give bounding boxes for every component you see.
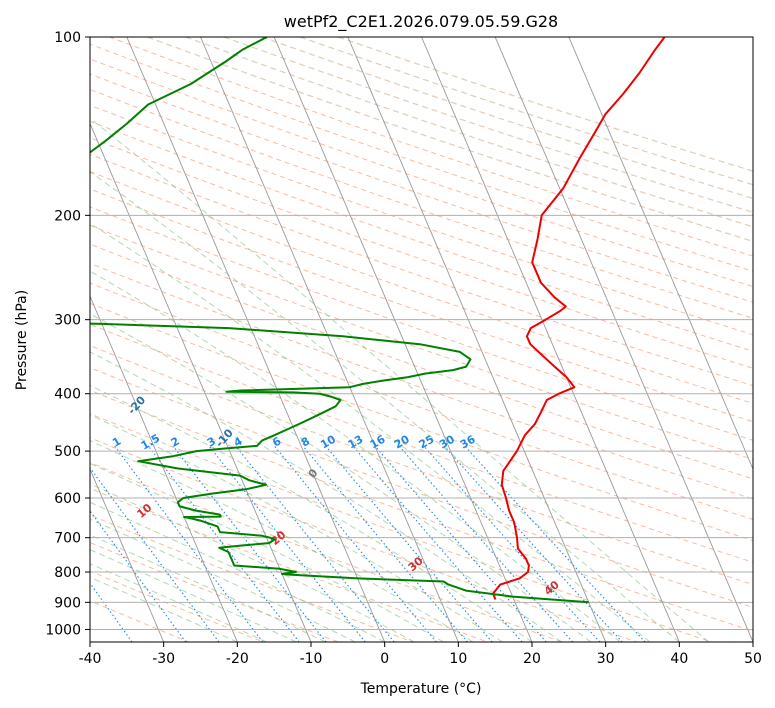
mixing-ratio-line — [114, 445, 264, 642]
dry-adiabat-line — [90, 88, 753, 319]
y-tick-label: 500 — [54, 444, 81, 460]
moist-adiabat-line — [90, 549, 297, 642]
dry-adiabat-line — [90, 224, 753, 460]
dry-adiabat-line — [90, 243, 753, 480]
mixing-ratio-line — [443, 445, 623, 642]
isotherm-line — [347, 37, 607, 642]
x-tick-label: -10 — [300, 651, 323, 667]
dry-adiabat-line — [90, 487, 488, 642]
isotherm-line — [421, 37, 680, 642]
x-axis-label: Temperature (°C) — [360, 681, 482, 697]
y-tick-label: 300 — [54, 313, 81, 329]
y-tick-label: 1000 — [45, 622, 81, 638]
isotherm-line — [494, 37, 753, 642]
x-tick-label: 20 — [523, 651, 541, 667]
mixing-ratio-line — [90, 466, 220, 642]
x-tick-label: 40 — [670, 651, 688, 667]
mixing-ratio-line — [302, 445, 468, 642]
moist-adiabat-line — [90, 351, 562, 642]
plot-frame — [89, 36, 754, 643]
dry-adiabat-line — [90, 206, 753, 441]
dry-adiabats — [90, 37, 753, 642]
dry-adiabat-line — [90, 73, 753, 303]
mixing-ratio-line — [464, 445, 646, 642]
mixing-ratio-line — [374, 445, 547, 642]
y-tick-label: 400 — [54, 387, 81, 403]
plot-background — [90, 37, 753, 642]
moist-adiabat-line — [90, 501, 385, 642]
x-tick-label: -40 — [79, 651, 102, 667]
y-tick-label: 600 — [54, 491, 81, 507]
isotherm-label: -30 — [37, 359, 60, 383]
isotherm-line — [90, 295, 238, 642]
isotherm-line — [568, 37, 753, 471]
dewpoint-profile-line — [90, 37, 589, 604]
dry-adiabat-line — [90, 389, 753, 632]
x-tick-label: 0 — [380, 651, 389, 667]
y-axis-label: Pressure (hPa) — [14, 290, 30, 390]
x-tick-label: 50 — [744, 651, 762, 667]
isotherm-line — [200, 37, 459, 642]
dry-adiabat-line — [90, 413, 712, 642]
profiles — [90, 37, 666, 604]
y-tick-label: 800 — [54, 565, 81, 581]
y-axis-ticks: 100 200 300 400 500 600 700 800 900 1000 — [45, 30, 90, 638]
dry-adiabat-line — [90, 153, 753, 387]
dry-adiabat-line — [90, 437, 638, 642]
moist-adiabat-line — [90, 171, 680, 642]
mixing-ratio-line — [273, 445, 437, 642]
y-tick-label: 700 — [54, 531, 81, 547]
mixing-ratio-line — [90, 582, 133, 642]
x-tick-label: -20 — [226, 651, 249, 667]
mixing-ratio-line — [352, 445, 523, 642]
dry-adiabat-line — [90, 137, 753, 369]
chart-title: wetPf2_C2E1.2026.079.05.59.G28 — [284, 12, 558, 32]
isobar-gridlines — [90, 37, 753, 630]
moist-adiabat-line — [90, 222, 651, 642]
isotherm-line — [273, 37, 533, 642]
y-tick-label: 900 — [54, 595, 81, 611]
mixing-ratio-line — [147, 445, 300, 642]
moist-adiabat-line — [90, 439, 474, 642]
mixing-ratio-line — [398, 445, 574, 642]
isotherms — [90, 37, 753, 642]
mixing-ratio-label: 0.2 — [0, 432, 7, 453]
mixing-ratio-line — [325, 445, 493, 642]
x-axis-ticks: -40 -30 -20 -10 0 10 20 30 40 50 — [79, 642, 762, 667]
dry-adiabat-line — [90, 345, 753, 586]
temperature-profile-line — [492, 37, 666, 600]
y-tick-label: 200 — [54, 208, 81, 224]
moist-adiabat-line — [90, 563, 268, 642]
x-tick-label: 30 — [597, 651, 615, 667]
isotherm-line — [90, 467, 165, 642]
dry-adiabat-line — [90, 262, 753, 500]
x-tick-label: 10 — [449, 651, 467, 667]
moist-adiabat-line — [90, 576, 238, 642]
dry-adiabat-line — [90, 570, 264, 642]
moist-adiabat-line — [90, 117, 710, 642]
moist-adiabats — [90, 117, 710, 642]
isotherm-line — [90, 122, 312, 642]
mixing-ratio-line — [172, 445, 327, 642]
isotherm-line — [126, 37, 386, 642]
mixing-ratio-lines — [90, 445, 646, 642]
x-tick-label: -30 — [152, 651, 175, 667]
dry-adiabat-line — [90, 302, 753, 542]
moist-adiabat-line — [90, 384, 533, 642]
dry-adiabat-line — [90, 367, 753, 609]
y-tick-label: 100 — [54, 30, 81, 46]
moist-adiabat-line — [90, 313, 592, 642]
